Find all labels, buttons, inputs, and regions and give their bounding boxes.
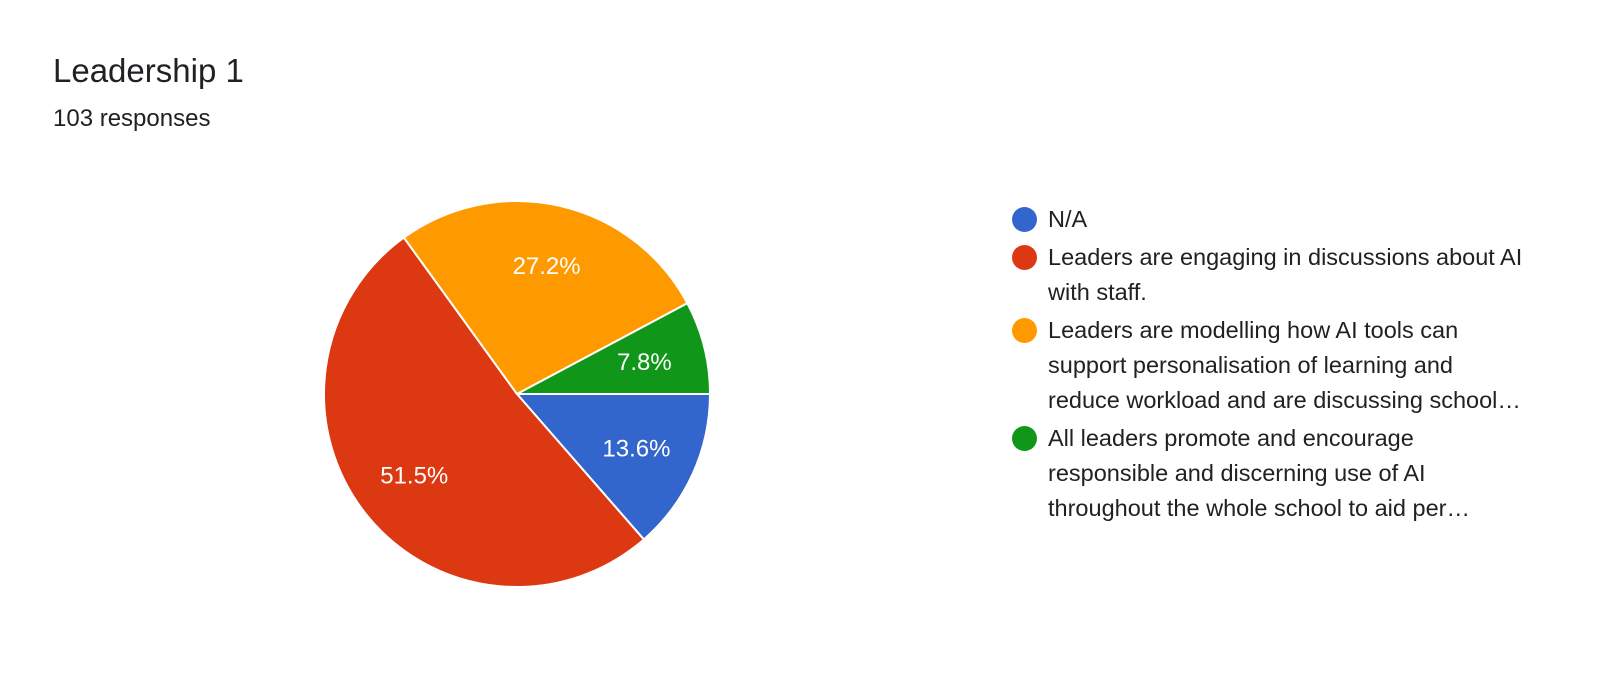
legend-item-promote[interactable]: All leaders promote and encourage respon… <box>1012 421 1572 526</box>
pie-slice-na[interactable] <box>514 393 712 541</box>
response-count: 103 responses <box>53 105 211 132</box>
legend-label: N/A <box>1048 206 1088 232</box>
legend-swatch-engaging <box>1012 245 1037 270</box>
chart-title: Leadership 1 <box>53 52 244 89</box>
legend-swatch-na <box>1012 207 1037 232</box>
legend-label: All leaders promote and encourage respon… <box>1048 425 1470 521</box>
legend-item-na[interactable]: N/A <box>1012 202 1572 237</box>
pie-slice-engaging[interactable] <box>323 236 646 589</box>
legend-swatch-modelling <box>1012 318 1037 343</box>
pie-label-promote: 7.8% <box>617 349 672 376</box>
legend-swatch-promote <box>1012 426 1037 451</box>
pie-slice-modelling[interactable] <box>402 200 689 396</box>
pie-chart: 13.6% 51.5% 27.2% 7.8% <box>323 200 712 589</box>
pie-label-na: 13.6% <box>602 435 670 462</box>
legend-item-engaging[interactable]: Leaders are engaging in discussions abou… <box>1012 240 1572 310</box>
pie-label-modelling: 27.2% <box>513 253 581 280</box>
legend-label: Leaders are engaging in discussions abou… <box>1048 244 1523 305</box>
chart-legend: N/A Leaders are engaging in discussions … <box>1012 202 1572 529</box>
pie-label-engaging: 51.5% <box>380 463 448 490</box>
legend-label: Leaders are modelling how AI tools can s… <box>1048 317 1506 413</box>
pie-slice-promote[interactable] <box>516 301 712 395</box>
legend-item-modelling[interactable]: Leaders are modelling how AI tools can s… <box>1012 313 1572 418</box>
